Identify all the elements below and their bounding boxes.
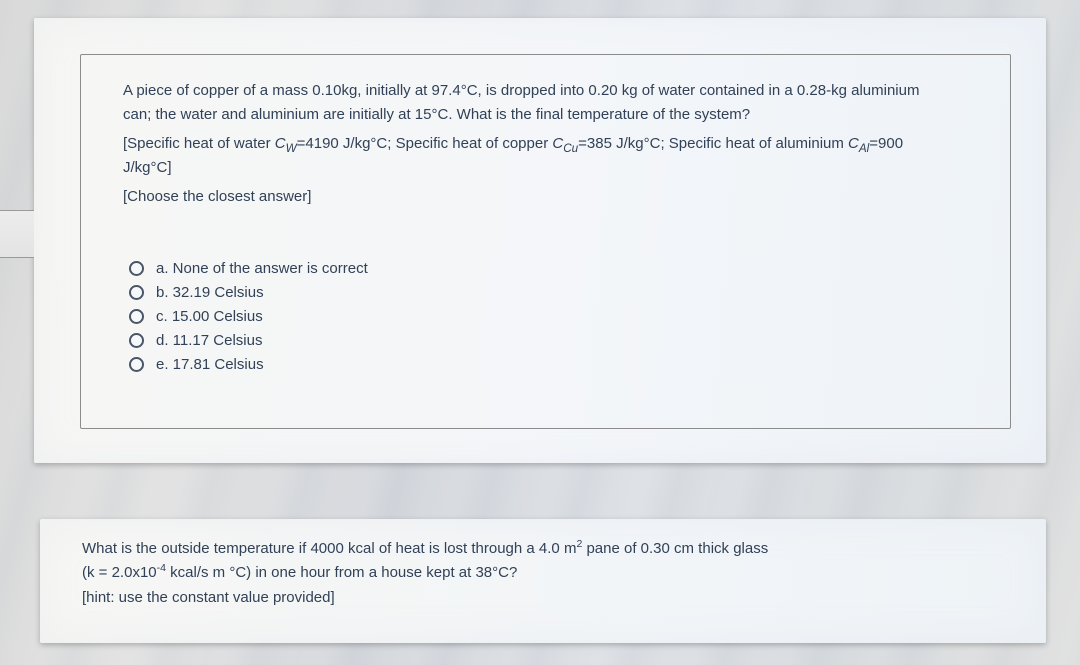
q1-options: a. None of the answer is correct b. 32.1…: [129, 260, 980, 373]
q1-option-a[interactable]: a. None of the answer is correct: [129, 260, 980, 277]
q2-line-1: What is the outside temperature if 4000 …: [82, 539, 1016, 559]
q1-option-e[interactable]: e. 17.81 Celsius: [129, 356, 980, 373]
page-tab-stub: [0, 210, 34, 258]
q1-specific-heats-unit: J/kg°C]: [123, 158, 980, 178]
option-label: a. None of the answer is correct: [156, 260, 368, 277]
radio-icon[interactable]: [129, 357, 144, 372]
q1-stem-line: can; the water and aluminium are initial…: [123, 105, 980, 125]
question-card-1: A piece of copper of a mass 0.10kg, init…: [34, 18, 1046, 463]
option-label: e. 17.81 Celsius: [156, 356, 264, 373]
q2-hint: [hint: use the constant value provided]: [82, 588, 1016, 608]
option-label: b. 32.19 Celsius: [156, 284, 264, 301]
option-label: d. 11.17 Celsius: [156, 332, 262, 349]
q1-option-c[interactable]: c. 15.00 Celsius: [129, 308, 980, 325]
q1-option-d[interactable]: d. 11.17 Celsius: [129, 332, 980, 349]
q1-instruction: [Choose the closest answer]: [123, 187, 980, 207]
q2-line-2: (k = 2.0x10-4 kcal/s m °C) in one hour f…: [82, 563, 1016, 583]
q1-specific-heats: [Specific heat of water CW=4190 J/kg°C; …: [123, 134, 980, 154]
q1-option-b[interactable]: b. 32.19 Celsius: [129, 284, 980, 301]
radio-icon[interactable]: [129, 261, 144, 276]
question-card-2: What is the outside temperature if 4000 …: [40, 519, 1046, 643]
q1-stem-line: A piece of copper of a mass 0.10kg, init…: [123, 81, 980, 101]
radio-icon[interactable]: [129, 333, 144, 348]
radio-icon[interactable]: [129, 285, 144, 300]
radio-icon[interactable]: [129, 309, 144, 324]
option-label: c. 15.00 Celsius: [156, 308, 263, 325]
question-box-1: A piece of copper of a mass 0.10kg, init…: [80, 54, 1011, 429]
